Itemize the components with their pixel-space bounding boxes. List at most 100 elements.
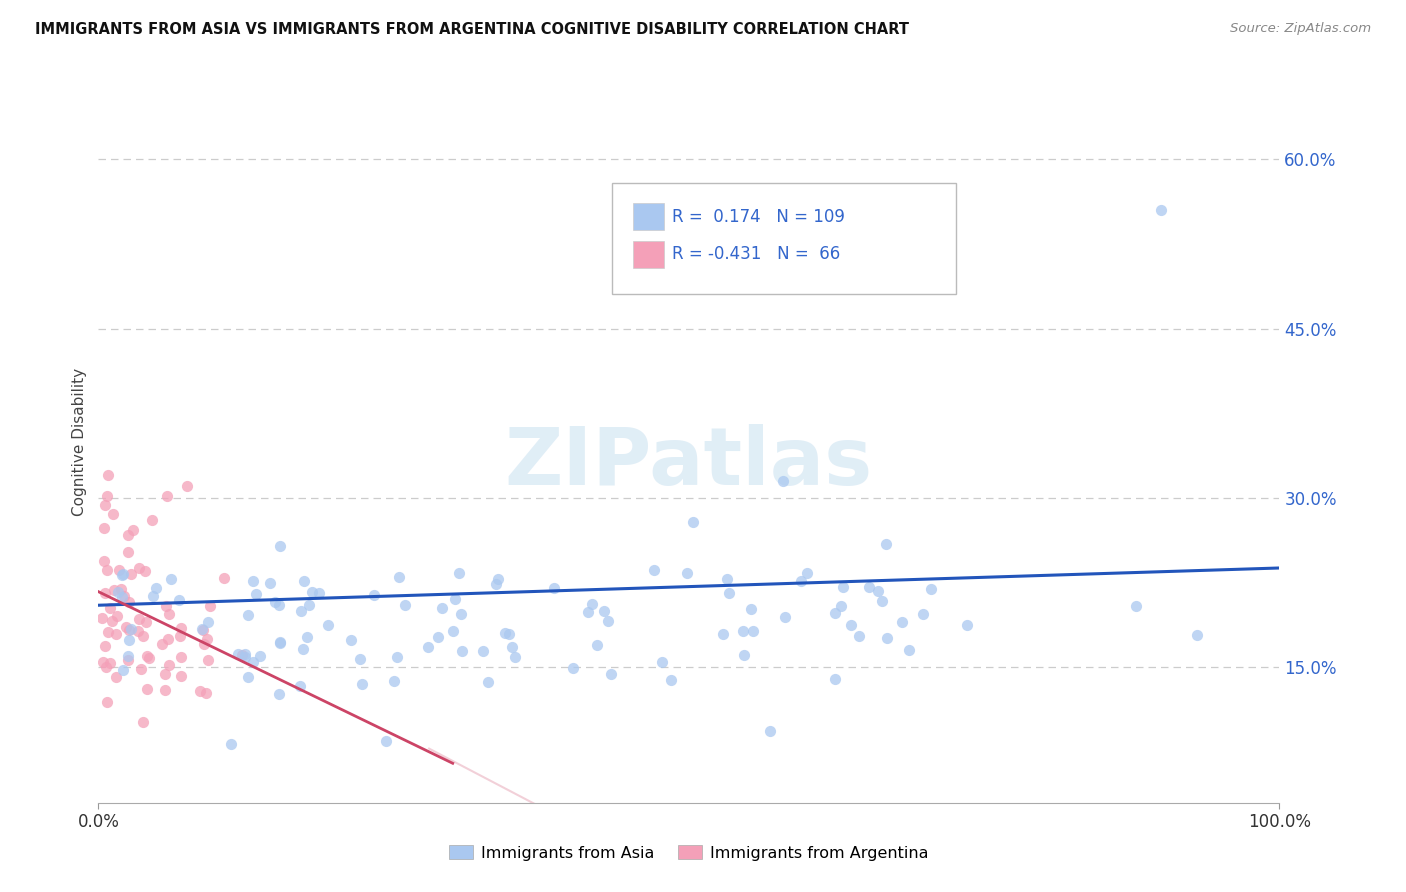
Point [731,624,754,638]
Point [839,618,862,632]
Point [498,627,520,641]
Point [308,585,330,599]
Point [897,643,920,657]
Point [117,544,139,558]
Point [394,598,416,612]
Point [451,644,474,658]
Point [170,669,193,683]
Point [543,581,565,595]
Point [233,647,256,661]
Point [503,649,526,664]
Point [740,601,762,615]
Point [91,610,114,624]
Text: ZIPatlas: ZIPatlas [505,425,873,502]
Point [238,607,260,622]
Point [236,670,259,684]
Point [298,598,321,612]
Point [713,627,735,641]
Point [94,639,117,653]
Point [875,537,897,551]
Point [198,599,221,613]
Text: R = -0.431   N =  66: R = -0.431 N = 66 [672,245,841,263]
Point [494,626,516,640]
Point [245,586,267,600]
Point [97,468,120,483]
Point [117,649,139,664]
Point [427,630,450,644]
Point [581,597,603,611]
Point [586,638,609,652]
Point [128,560,150,574]
Point [136,681,159,696]
Point [132,629,155,643]
Point [231,648,253,663]
Point [118,595,141,609]
Point [212,571,235,585]
Point [169,621,191,635]
Point [385,649,408,664]
Point [269,599,291,613]
Point [831,580,853,594]
Point [101,507,124,521]
Point [96,489,118,503]
Point [153,666,176,681]
Point [363,588,385,602]
Point [93,521,115,535]
Point [349,652,371,666]
Point [824,672,846,686]
Point [242,655,264,669]
Point [110,582,132,596]
Point [890,615,912,629]
Point [150,637,173,651]
Point [824,606,846,620]
Text: Source: ZipAtlas.com: Source: ZipAtlas.com [1230,22,1371,36]
Point [295,631,318,645]
Point [136,648,159,663]
Point [100,601,122,615]
Point [105,627,128,641]
Point [132,714,155,729]
Point [388,570,411,584]
Point [193,637,215,651]
Point [138,650,160,665]
Point [242,574,264,589]
Point [775,610,797,624]
Point [145,581,167,595]
Point [477,675,499,690]
Point [920,582,942,596]
Point [848,629,870,643]
Point [593,604,616,618]
Point [142,590,165,604]
Point [107,585,129,599]
Point [269,636,291,650]
Point [1125,599,1147,614]
Point [118,623,141,637]
Point [115,619,138,633]
Point [796,566,818,580]
Point [128,612,150,626]
Point [188,684,211,698]
Point [100,614,122,628]
Point [156,489,179,503]
Text: R =  0.174   N = 109: R = 0.174 N = 109 [672,208,845,226]
Point [382,674,405,689]
Point [103,582,125,597]
Point [197,615,219,629]
Point [94,586,117,600]
Point [94,659,117,673]
Point [876,631,898,645]
Point [430,601,453,615]
Point [155,682,177,697]
Point [576,605,599,619]
Point [169,593,191,607]
Point [486,572,509,586]
Point [134,565,156,579]
Point [111,664,134,678]
Point [449,566,471,580]
Legend: Immigrants from Asia, Immigrants from Argentina: Immigrants from Asia, Immigrants from Ar… [443,838,935,867]
Text: IMMIGRANTS FROM ASIA VS IMMIGRANTS FROM ARGENTINA COGNITIVE DISABILITY CORRELATI: IMMIGRANTS FROM ASIA VS IMMIGRANTS FROM … [35,22,910,37]
Point [249,649,271,664]
Point [118,633,141,648]
Point [117,527,139,541]
Point [956,617,979,632]
